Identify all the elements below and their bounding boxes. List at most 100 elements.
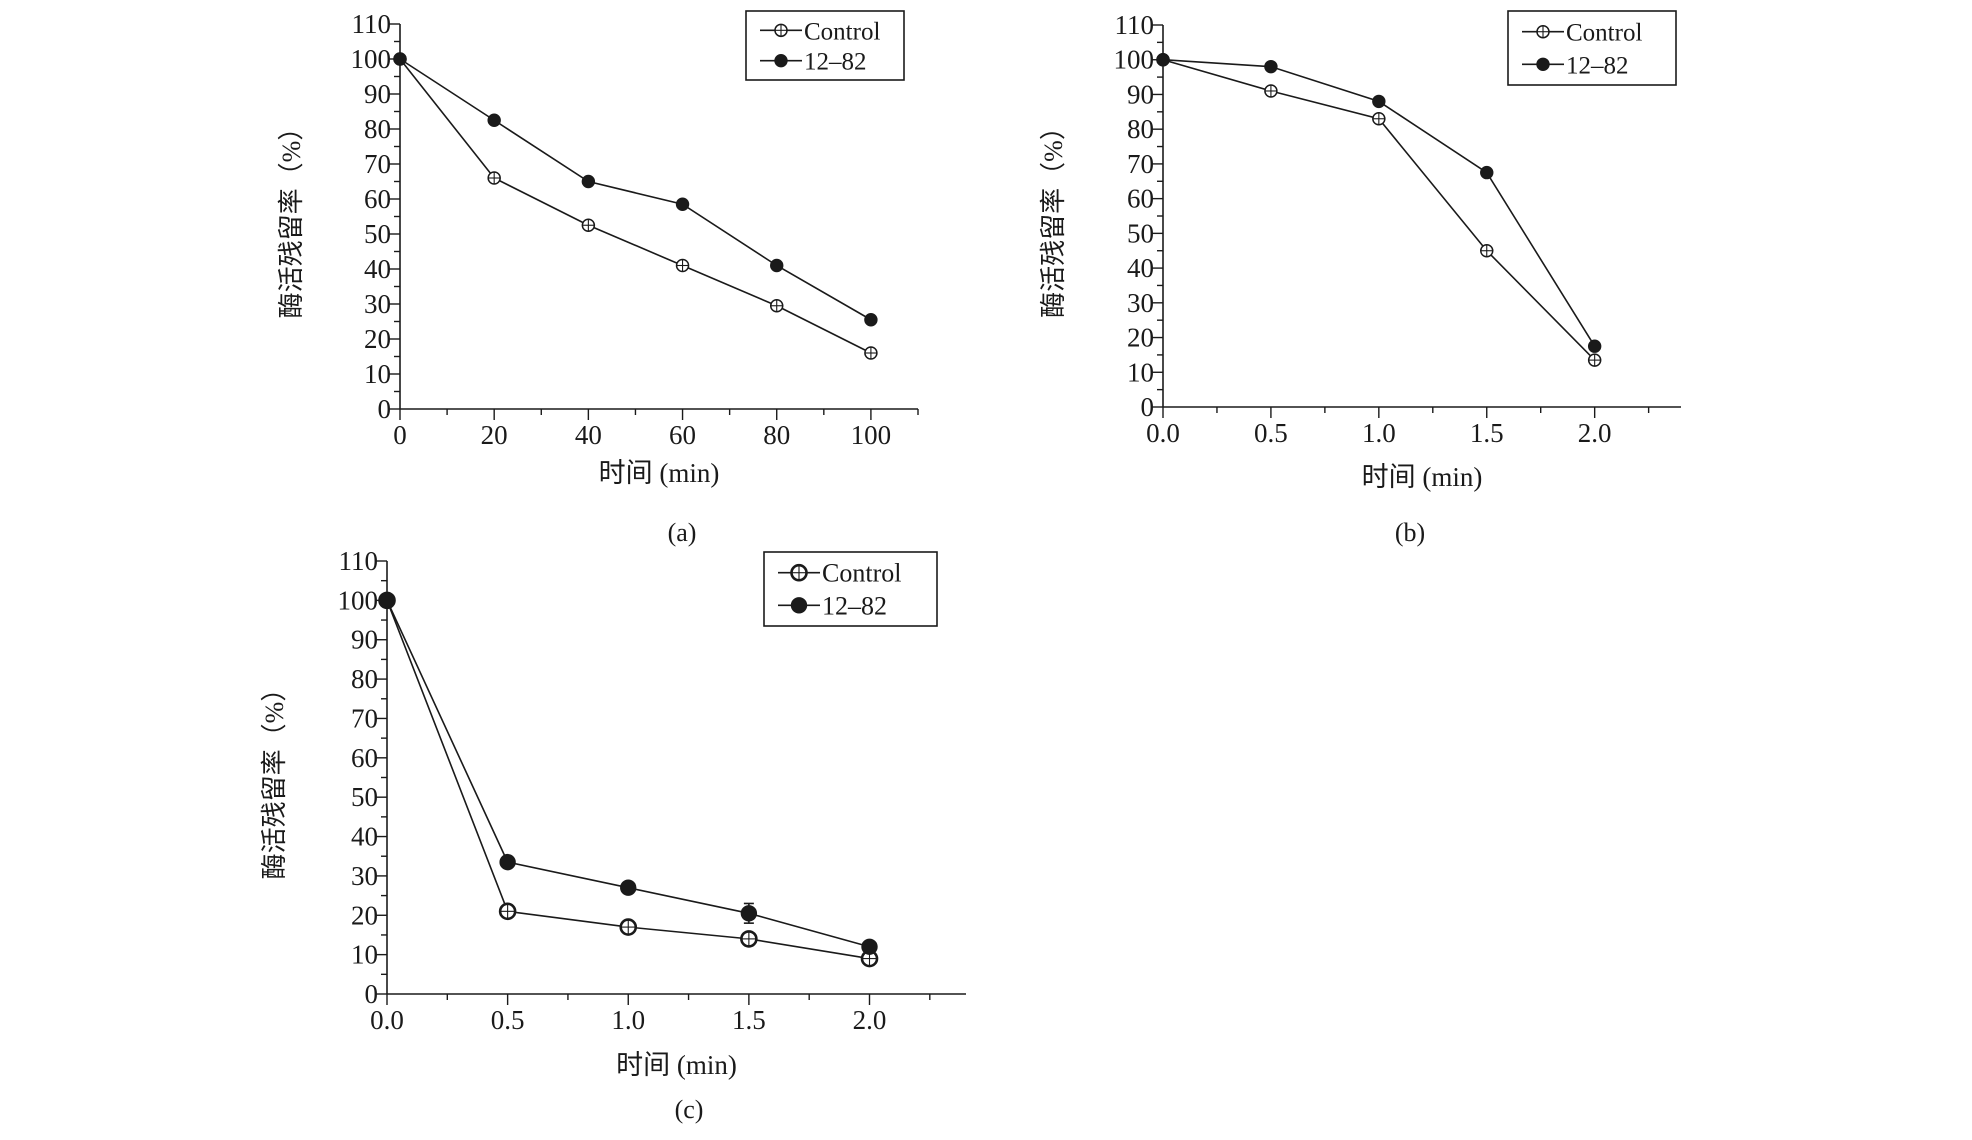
- data-point-circle: [499, 853, 516, 871]
- x-axis-title: 时间 (min): [616, 1050, 737, 1080]
- data-point: [675, 258, 690, 273]
- data-point: [1587, 353, 1602, 367]
- x-tick-label: 1.0: [1362, 418, 1396, 448]
- legend-swatch-marker-circle: [774, 53, 788, 68]
- x-tick-label: 40: [575, 420, 602, 450]
- y-tick-label: 50: [364, 219, 391, 249]
- chart-panel-a: 0 10 20 30 40 50 60 70 80 90 100 110 0 20 40 60 80 100 时间 …: [277, 9, 919, 547]
- y-tick-label: 110: [352, 9, 392, 39]
- series-line: [399, 58, 872, 321]
- data-point: [740, 930, 758, 948]
- data-point-circle: [740, 905, 758, 922]
- y-tick-label: 40: [364, 254, 391, 284]
- y-tick-label: 60: [1127, 184, 1154, 214]
- x-tick-label: 100: [851, 420, 892, 450]
- data-point: [1480, 165, 1494, 180]
- x-tick-label: 1.5: [1470, 418, 1504, 448]
- data-point-circle: [770, 258, 784, 273]
- series-12-82: [393, 52, 878, 327]
- y-tick-label: 60: [351, 743, 378, 773]
- y-tick-label: 80: [364, 114, 391, 144]
- y-tick-label: 10: [364, 359, 391, 389]
- panel-caption: (c): [675, 1095, 704, 1124]
- x-tick-label: 2.0: [853, 1005, 887, 1035]
- y-tick-label: 20: [364, 324, 391, 354]
- x-tick-label: 20: [481, 420, 508, 450]
- data-point: [581, 174, 596, 189]
- y-tick-label: 110: [339, 546, 379, 576]
- legend: Control 12–82: [745, 10, 905, 81]
- data-point: [864, 313, 878, 327]
- legend-swatch-marker: [774, 53, 788, 68]
- y-tick-label: 30: [1127, 288, 1154, 318]
- legend-swatch-marker: [774, 23, 788, 38]
- y-tick-label: 90: [1127, 79, 1154, 109]
- data-point: [861, 938, 878, 955]
- x-tick-label: 2.0: [1578, 418, 1612, 448]
- data-point: [499, 853, 516, 871]
- data-point: [1264, 84, 1278, 98]
- y-tick-label: 90: [351, 625, 378, 655]
- data-point: [770, 258, 784, 273]
- data-point: [1480, 243, 1494, 258]
- data-point: [620, 879, 637, 896]
- data-point-circle: [1480, 165, 1494, 180]
- legend: Control 12–82: [1507, 10, 1677, 86]
- data-point: [1587, 339, 1602, 353]
- y-tick-label: 20: [1127, 323, 1154, 353]
- data-point-circle: [675, 197, 690, 211]
- y-axis-title: 酶活残留率（%）: [260, 676, 289, 880]
- data-point-circle: [620, 879, 637, 896]
- y-tick-label: 10: [1127, 357, 1154, 387]
- data-point: [378, 592, 396, 609]
- legend-label: 12–82: [1566, 52, 1629, 79]
- x-tick-label: 0.0: [370, 1005, 404, 1035]
- y-tick-label: 100: [351, 44, 392, 74]
- legend-swatch-marker: [790, 563, 808, 582]
- y-tick-label: 80: [351, 664, 378, 694]
- y-tick-label: 30: [351, 861, 378, 891]
- data-point: [864, 346, 878, 360]
- data-point-circle: [1156, 53, 1170, 67]
- y-tick-label: 10: [351, 940, 378, 970]
- data-point-circle: [1372, 94, 1386, 109]
- data-point: [740, 905, 758, 922]
- x-tick-label: 80: [763, 420, 790, 450]
- panel-caption: (b): [1395, 518, 1425, 547]
- y-tick-label: 0: [365, 979, 379, 1009]
- y-tick-label: 90: [364, 79, 391, 109]
- y-tick-label: 70: [1127, 149, 1154, 179]
- y-tick-label: 40: [1127, 253, 1154, 283]
- data-point-circle: [393, 52, 407, 66]
- y-axis-title: 酶活残留率（%）: [1039, 114, 1068, 318]
- y-tick-label: 20: [351, 900, 378, 930]
- data-point: [487, 171, 501, 185]
- series-12-82: [378, 592, 878, 955]
- legend-box: [763, 551, 938, 627]
- x-tick-label: 1.0: [611, 1005, 645, 1035]
- legend-label: Control: [822, 559, 901, 588]
- data-point: [619, 918, 638, 936]
- y-tick-label: 80: [1127, 114, 1154, 144]
- data-point-circle: [487, 113, 501, 127]
- chart-panel-b: 0 10 20 30 40 50 60 70 80 90 100 110 0.0 0.5 1.0 1.5 2.0…: [1039, 10, 1681, 547]
- y-tick-label: 100: [1114, 45, 1155, 75]
- legend-label: Control: [1566, 20, 1642, 47]
- legend-box: [745, 10, 905, 81]
- legend: Control 12–82: [763, 551, 938, 627]
- data-point-circle: [1264, 59, 1278, 74]
- legend-swatch-marker-circle: [790, 597, 808, 614]
- x-tick-label: 60: [669, 420, 696, 450]
- legend-swatch-marker: [790, 597, 808, 614]
- data-point-circle: [1587, 339, 1602, 353]
- data-point: [581, 218, 596, 232]
- y-tick-label: 70: [351, 703, 378, 733]
- data-point: [1372, 94, 1386, 109]
- y-tick-label: 50: [351, 782, 378, 812]
- data-point: [769, 299, 784, 313]
- data-point-circle: [378, 592, 396, 609]
- legend-label: 12–82: [804, 49, 867, 76]
- data-point-circle: [581, 174, 596, 189]
- y-tick-label: 60: [364, 184, 391, 214]
